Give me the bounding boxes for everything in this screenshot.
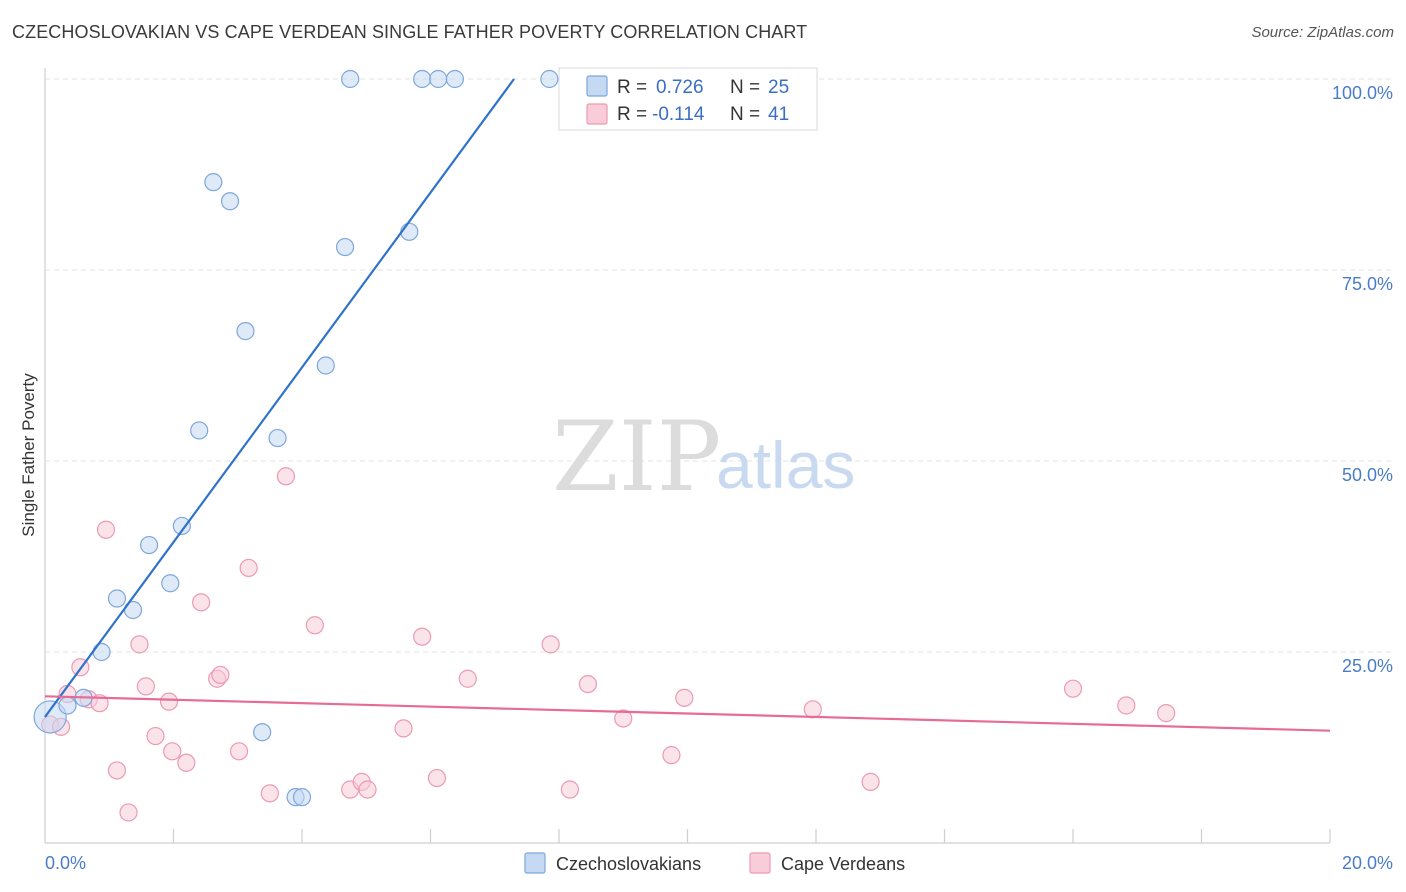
stats-n-value-2: 41 <box>768 104 789 125</box>
cape-verdean-point <box>146 726 165 746</box>
cape-verdean-point <box>96 520 116 539</box>
czechoslovakian-trend-line <box>44 78 515 718</box>
cape-verdean-point <box>260 784 279 803</box>
cape-verdean-point <box>1157 704 1176 723</box>
cape-verdean-point <box>413 627 432 646</box>
cape-verdean-point <box>358 780 377 799</box>
x-tick-labels: 0.0% 20.0% <box>45 853 1393 873</box>
y-tick-label: 50.0% <box>1342 465 1393 485</box>
cape-verdean-point <box>458 669 477 688</box>
y-axis-label: Single Father Poverty <box>19 373 38 537</box>
series-czechoslovakians-points <box>33 69 559 807</box>
stats-legend-blue-swatch <box>586 75 608 97</box>
czechoslovakian-point <box>33 700 67 734</box>
grid-lines <box>45 78 1395 653</box>
cape-verdean-point <box>803 700 822 719</box>
czechoslovakian-point <box>253 723 272 742</box>
czechoslovakian-point <box>92 642 111 662</box>
cape-verdean-point <box>276 467 296 486</box>
cape-verdean-point <box>305 616 324 635</box>
cape-verdean-point <box>130 635 149 654</box>
czechoslovakian-point <box>540 69 559 89</box>
stats-legend: R = 0.726 N = 25 R = -0.114 N = 41 <box>558 67 818 131</box>
czechoslovakian-point <box>316 356 335 375</box>
cape-verdean-point <box>427 768 447 788</box>
czechoslovakian-point <box>204 173 223 192</box>
y-tick-label: 75.0% <box>1342 274 1393 294</box>
stats-r-value-2: -0.114 <box>652 104 705 125</box>
stats-legend-pink-swatch <box>586 103 608 125</box>
watermark-atlas: atlas <box>716 428 855 502</box>
y-tick-label: 25.0% <box>1342 656 1393 676</box>
stats-n-label-2: N = <box>730 104 760 125</box>
czechoslovakian-point <box>335 237 355 257</box>
trend-lines <box>44 78 1331 732</box>
cape-verdean-point <box>541 635 560 654</box>
czechoslovakian-point <box>58 696 77 715</box>
cape-verdean-point <box>119 803 138 822</box>
watermark-zip: ZIP <box>552 401 721 513</box>
czechoslovakian-point <box>220 192 240 211</box>
cape-verdean-point <box>159 692 179 711</box>
legend-label-cape-verdeans: Cape Verdeans <box>781 854 905 874</box>
cape-verdean-trend-line <box>44 695 1331 732</box>
czechoslovakian-point <box>429 69 448 89</box>
stats-r-label-1: R = <box>617 77 647 98</box>
czechoslovakian-point <box>161 574 180 593</box>
czechoslovakian-point <box>172 516 191 536</box>
stats-n-label-1: N = <box>730 77 760 98</box>
cape-verdean-point <box>211 665 230 685</box>
stats-n-value-1: 25 <box>768 77 789 98</box>
czechoslovakian-point <box>341 69 360 89</box>
czechoslovakian-point <box>139 535 159 555</box>
czechoslovakian-point <box>400 222 419 241</box>
y-tick-label: 100.0% <box>1332 83 1393 103</box>
cape-verdean-point <box>239 558 258 578</box>
czechoslovakian-point <box>292 788 312 807</box>
cape-verdean-point <box>861 772 880 791</box>
cape-verdean-point <box>578 674 598 694</box>
cape-verdean-point <box>192 593 211 612</box>
watermark: ZIP atlas <box>552 401 855 513</box>
chart-title: CZECHOSLOVAKIAN VS CAPE VERDEAN SINGLE F… <box>12 22 808 42</box>
legend-label-czechoslovakians: Czechoslovakians <box>556 854 701 874</box>
czechoslovakian-point <box>268 428 287 448</box>
cape-verdean-point <box>229 742 249 761</box>
czechoslovakian-point <box>107 589 127 608</box>
czechoslovakian-point <box>445 69 465 89</box>
cape-verdean-point <box>662 746 681 765</box>
cape-verdean-point <box>560 780 580 799</box>
series-legend: Czechoslovakians Cape Verdeans <box>524 852 905 874</box>
cape-verdean-point <box>1063 679 1083 698</box>
cape-verdean-point <box>614 709 633 728</box>
stats-r-value-1: 0.726 <box>656 77 704 98</box>
y-tick-labels: 25.0% 50.0% 75.0% 100.0% <box>1332 83 1393 676</box>
source-credit: Source: ZipAtlas.com <box>1251 24 1394 41</box>
cape-verdean-point <box>107 761 127 780</box>
stats-r-label-2: R = <box>617 104 647 125</box>
cape-verdean-point <box>177 753 196 772</box>
legend-swatch-czechoslovakians <box>524 852 546 874</box>
x-tick-label: 20.0% <box>1342 853 1393 873</box>
czechoslovakian-point <box>236 322 255 341</box>
cape-verdean-point <box>394 719 413 738</box>
series-cape-verdeans-points <box>41 467 1176 822</box>
x-tick-label: 0.0% <box>45 853 86 873</box>
cape-verdean-point <box>675 688 694 707</box>
legend-swatch-cape-verdeans <box>749 852 771 874</box>
cape-verdean-point <box>136 677 155 696</box>
cape-verdean-point <box>163 742 182 761</box>
czechoslovakian-point <box>190 421 209 440</box>
cape-verdean-point <box>1117 696 1136 715</box>
czechoslovakian-point <box>413 69 432 89</box>
